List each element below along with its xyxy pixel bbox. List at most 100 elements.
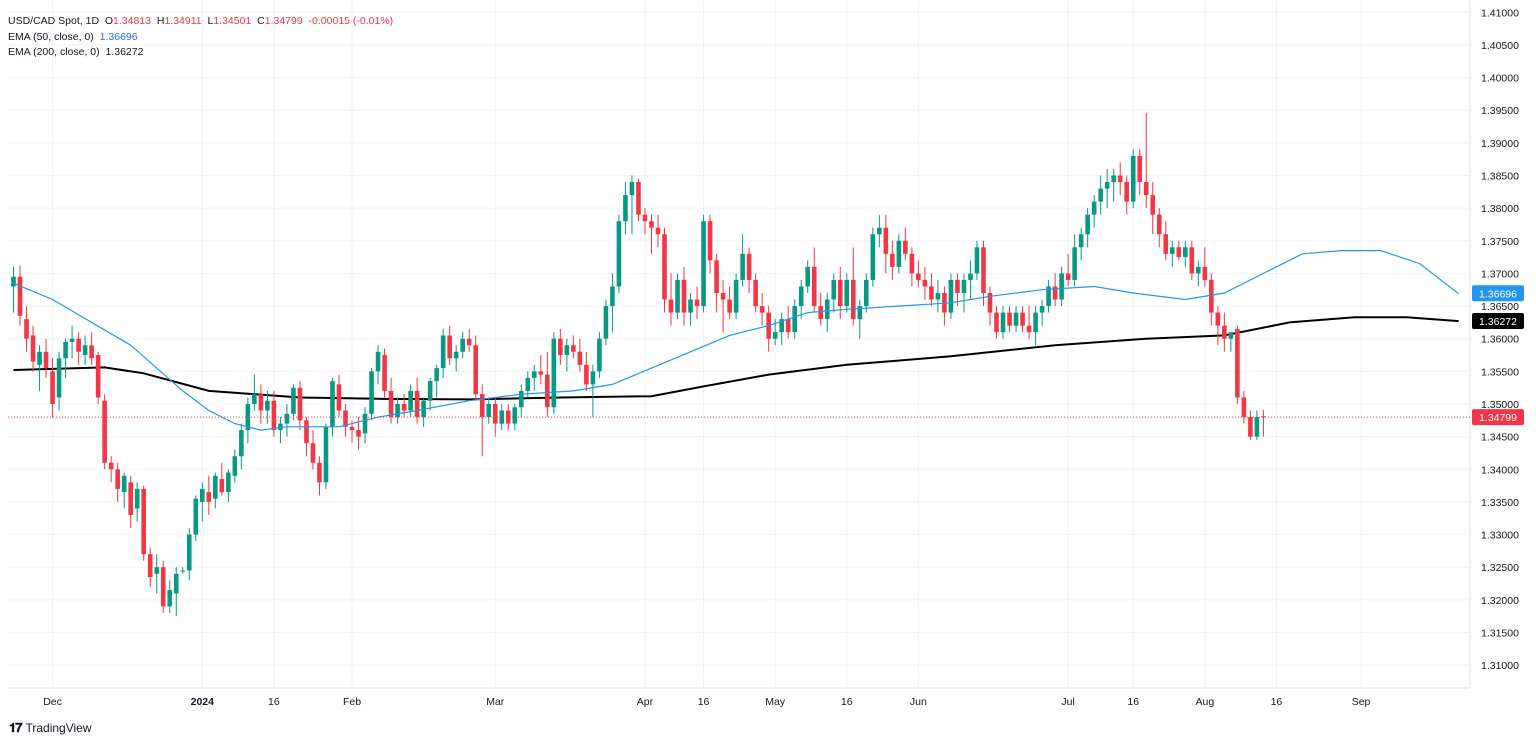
candle-up xyxy=(870,234,876,280)
candle-up xyxy=(239,430,244,457)
candle-down xyxy=(30,335,36,362)
candle-down xyxy=(1143,182,1149,196)
x-tick-label: May xyxy=(765,696,786,708)
candle-down xyxy=(349,426,355,431)
candle-up xyxy=(532,371,537,378)
y-tick-label: 1.37000 xyxy=(1481,268,1519,280)
candle-down xyxy=(1150,195,1156,215)
x-tick-label: Dec xyxy=(43,696,62,708)
candle-up xyxy=(597,338,602,372)
ema50-legend-row[interactable]: EMA (50, close, 0) 1.36696 xyxy=(8,30,393,46)
candle-down xyxy=(297,387,303,421)
candle-down xyxy=(837,279,843,307)
candle-down xyxy=(981,247,986,294)
candle-up xyxy=(688,299,693,313)
candle-up xyxy=(935,293,941,300)
candle-up xyxy=(1104,182,1110,189)
candle-down xyxy=(1202,266,1208,280)
candle-down xyxy=(388,390,394,418)
candle-down xyxy=(759,306,765,313)
candle-down xyxy=(115,469,120,489)
tradingview-brand[interactable]: 𝟏𝟕 TradingView xyxy=(9,720,92,736)
ohlc-legend-row[interactable]: USD/CAD Spot, 1D O1.34813 H1.34911 L1.34… xyxy=(8,14,393,30)
candle-up xyxy=(1072,247,1077,280)
candle-up xyxy=(434,368,439,382)
candle-up xyxy=(453,351,459,359)
candle-up xyxy=(486,403,492,418)
candle-down xyxy=(128,482,133,515)
x-tick-label: 16 xyxy=(698,696,710,708)
candle-down xyxy=(271,400,277,431)
candle-down xyxy=(681,279,687,313)
x-tick-label: Jun xyxy=(910,696,927,708)
candle-up xyxy=(173,573,179,594)
candle-down xyxy=(382,355,387,391)
candle-down xyxy=(147,554,153,578)
y-tick-label: 1.37500 xyxy=(1481,236,1519,248)
candle-down xyxy=(466,338,472,346)
candle-up xyxy=(590,371,596,385)
grid-lines xyxy=(8,0,1471,689)
candle-up xyxy=(1130,155,1136,202)
candle-down xyxy=(1026,325,1032,333)
candle-down xyxy=(994,312,999,333)
candle-up xyxy=(603,306,609,339)
candle-up xyxy=(460,338,465,352)
candle-down xyxy=(492,403,498,424)
candle-up xyxy=(1183,247,1188,258)
y-tick-label: 1.38500 xyxy=(1481,170,1519,182)
candle-down xyxy=(818,306,824,320)
candle-up xyxy=(564,345,570,356)
candle-up xyxy=(974,247,980,274)
candle-down xyxy=(746,253,752,280)
candle-up xyxy=(226,472,231,493)
candle-down xyxy=(571,345,576,352)
candle-down xyxy=(1065,273,1071,280)
candle-down xyxy=(17,276,23,316)
candle-up xyxy=(193,498,199,535)
ema50-label: EMA (50, close, 0) xyxy=(8,30,94,43)
candle-down xyxy=(160,567,166,607)
candle-up xyxy=(154,567,160,574)
ema200-legend-row[interactable]: EMA (200, close, 0) 1.36272 xyxy=(8,45,393,61)
candle-down xyxy=(903,240,908,254)
candle-up xyxy=(961,279,967,294)
high-value: 1.34911 xyxy=(164,15,202,27)
candle-up xyxy=(186,534,192,571)
y-tick-label: 1.31500 xyxy=(1481,628,1519,640)
ema200-value: 1.36272 xyxy=(105,46,144,58)
y-tick-label: 1.39500 xyxy=(1481,105,1519,117)
y-tick-label: 1.34000 xyxy=(1481,464,1519,476)
candle-up xyxy=(610,286,615,307)
candle-down xyxy=(219,479,225,493)
candle-up xyxy=(11,276,16,287)
candle-up xyxy=(623,195,628,222)
x-tick-label: 16 xyxy=(1127,696,1139,708)
ema50-layer xyxy=(13,250,1460,431)
candle-down xyxy=(655,227,661,235)
close-label: C xyxy=(257,15,265,27)
candle-down xyxy=(929,286,934,300)
candle-up xyxy=(629,182,635,196)
brand-name: TradingView xyxy=(25,721,92,735)
candle-up xyxy=(877,227,882,235)
candle-up xyxy=(1046,286,1051,307)
candle-up xyxy=(1085,214,1090,235)
candle-up xyxy=(1196,266,1201,274)
ema200-badge-bg xyxy=(1472,312,1524,329)
price-axis[interactable]: 1.31000 1.31500 1.32000 1.32500 1.33000 1.335… xyxy=(1481,7,1519,672)
low-label: L xyxy=(207,15,214,27)
candle-down xyxy=(714,260,719,294)
candle-down xyxy=(1020,312,1025,326)
candle-down xyxy=(1117,175,1123,183)
time-axis[interactable]: Dec 2024 16 Feb Mar Apr 16 May 16 Jun Jul 16 Aug 16 Se… xyxy=(43,696,1370,708)
y-tick-label: 1.40500 xyxy=(1481,40,1519,52)
candle-up xyxy=(805,266,811,287)
candle-down xyxy=(649,221,654,228)
candle-up xyxy=(831,279,837,300)
candle-down xyxy=(505,410,511,424)
open-label: O xyxy=(104,15,114,27)
candle-up xyxy=(427,381,433,401)
